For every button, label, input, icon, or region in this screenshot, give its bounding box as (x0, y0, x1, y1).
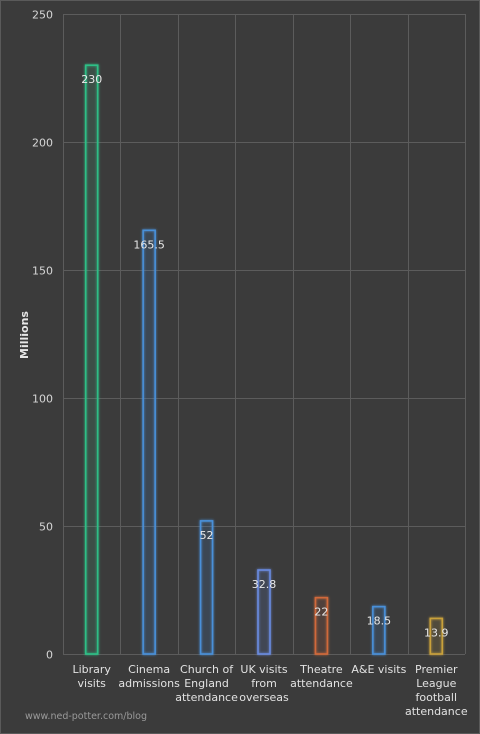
y-tick-label: 50 (39, 521, 53, 534)
bar (429, 617, 444, 655)
gridlines (63, 14, 466, 655)
data-label: 165.5 (133, 238, 165, 251)
category-label: Premier League football attendance (405, 663, 468, 718)
category-label: A&E visits (351, 663, 406, 676)
y-tick-label: 100 (32, 393, 53, 406)
category-label: Cinema admissions (118, 663, 180, 690)
y-tick-label: 150 (32, 265, 53, 278)
y-tick-label: 0 (46, 649, 53, 662)
data-label: 230 (81, 73, 102, 86)
data-label: 18.5 (367, 615, 392, 628)
y-axis-title: Millions (18, 311, 31, 359)
category-label: UK visits from overseas (239, 663, 289, 704)
credit-text: www.ned-potter.com/blog (25, 711, 147, 722)
data-labels: 230 165.5 52 32.8 22 18.5 13.9 (81, 73, 448, 639)
y-axis-ticks: 0 50 100 150 200 250 (32, 9, 53, 662)
y-tick-label: 200 (32, 137, 53, 150)
bars (84, 64, 444, 655)
bar (199, 520, 214, 655)
data-label: 32.8 (252, 578, 277, 591)
category-label: Theatre attendance (290, 663, 353, 690)
data-label: 22 (314, 606, 328, 619)
data-label: 52 (200, 529, 214, 542)
bar (257, 569, 271, 655)
category-label: Church of England attendance (175, 663, 238, 704)
bar (142, 229, 156, 655)
bar (314, 596, 329, 655)
y-tick-label: 250 (32, 9, 53, 22)
category-label: Library visits (72, 663, 111, 690)
bar (372, 605, 386, 655)
bar (84, 64, 99, 655)
data-label: 13.9 (424, 626, 449, 639)
